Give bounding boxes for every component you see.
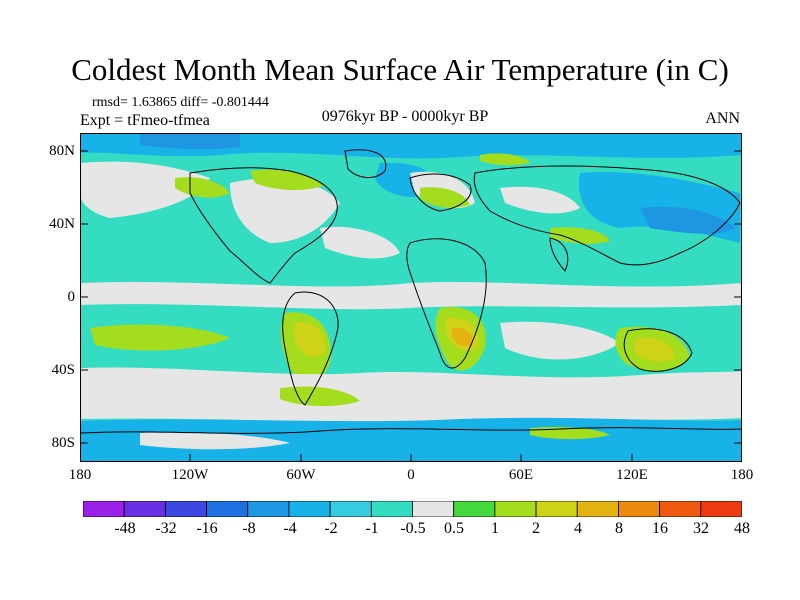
colorbar-swatch <box>576 501 619 517</box>
field-tpacific-green <box>90 324 230 351</box>
colorbar-swatches <box>83 501 742 517</box>
lat-label-40n: 40N <box>49 216 75 232</box>
field-south-grey <box>80 367 742 423</box>
coast-europe <box>409 173 472 212</box>
coast-africa <box>406 238 487 369</box>
field-canada-green <box>250 169 325 191</box>
colorbar-label: -16 <box>196 520 218 537</box>
colorbar-label: 48 <box>734 520 750 537</box>
field-antarctic-grey <box>140 432 290 450</box>
field-africa-orange <box>452 327 473 347</box>
colorbar-label: 0.5 <box>444 520 464 537</box>
map-panel <box>80 133 742 462</box>
colorbar-swatch <box>412 501 455 517</box>
lon-label-0: 0 <box>407 467 415 483</box>
field-europe-green <box>420 187 470 208</box>
lat-label-80n: 80N <box>49 143 75 159</box>
colorbar-label: -4 <box>283 520 297 537</box>
colorbar-swatch <box>123 501 166 517</box>
coast-south-america <box>282 291 339 406</box>
field-arctic-green <box>480 153 530 166</box>
colorbar-label: -1 <box>365 520 379 537</box>
coast-antarctica <box>80 427 742 434</box>
coast-asia <box>473 165 741 266</box>
colorbar-label: 32 <box>693 520 709 537</box>
colorbar-swatch <box>329 501 372 517</box>
colorbar-swatch <box>494 501 537 517</box>
field-asia-green <box>550 227 610 244</box>
field-antarctic-green <box>530 426 610 440</box>
lat-label-80s: 80S <box>51 435 75 451</box>
colorbar-swatch <box>618 501 661 517</box>
colorbar-swatch <box>700 501 742 517</box>
field-asia-grey <box>500 186 580 214</box>
axis-ticks <box>80 150 742 462</box>
field-south-green <box>280 386 360 407</box>
colorbar-swatch <box>83 501 125 517</box>
coast-india <box>549 237 569 272</box>
colorbar-label: -2 <box>324 520 338 537</box>
field-asia-blue <box>640 206 735 234</box>
field-indian-grey <box>500 321 620 360</box>
field-samerica-yellow <box>294 322 326 357</box>
field-equator-grey <box>80 281 742 310</box>
colorbar-label: -48 <box>114 520 136 537</box>
colorbar-swatch <box>453 501 496 517</box>
lon-label-120w: 120W <box>171 467 209 483</box>
colorbar-swatch <box>247 501 290 517</box>
colorbar-label: 4 <box>574 520 582 537</box>
colorbar-swatch <box>164 501 207 517</box>
field-australia-yellow <box>635 337 675 362</box>
lon-label-60e: 60E <box>508 467 534 483</box>
stats-text: rmsd= 1.63865 diff= -0.801444 <box>92 95 269 110</box>
field-namerica-grey <box>230 178 340 243</box>
lon-label-60w: 60W <box>286 467 316 483</box>
colorbar-label: -8 <box>242 520 256 537</box>
coastlines <box>80 149 742 434</box>
colorbar-label: 2 <box>532 520 540 537</box>
lon-label-180w: 180 <box>68 467 92 483</box>
colorbar-label: 16 <box>652 520 668 537</box>
colorbar-swatch <box>206 501 249 517</box>
period-text: 0976kyr BP - 0000kyr BP <box>321 108 489 125</box>
field-npacific-grey <box>80 161 210 218</box>
colorbar-swatch <box>659 501 702 517</box>
map-title: Coldest Month Mean Surface Air Temperatu… <box>71 52 729 87</box>
season-text: ANN <box>705 110 740 127</box>
colorbar-swatch <box>535 501 578 517</box>
lon-label-120e: 120E <box>616 467 648 483</box>
field-arctic-blue <box>80 133 742 159</box>
colorbar-label: -0.5 <box>400 520 426 537</box>
lon-label-180e: 180 <box>730 467 754 483</box>
lat-label-40s: 40S <box>51 362 75 378</box>
colorbar-label: 8 <box>615 520 623 537</box>
field-atlantic-grey <box>320 226 400 259</box>
colorbar <box>83 501 742 517</box>
coast-greenland <box>344 149 387 178</box>
colorbar-label: 1 <box>491 520 499 537</box>
coast-australia <box>623 328 693 372</box>
coast-north-america <box>189 167 338 284</box>
colorbar-swatch <box>288 501 331 517</box>
field-alaska-green <box>175 177 230 198</box>
field-arctic-darkblue <box>140 133 240 150</box>
temperature-anomaly-map <box>80 133 742 462</box>
colorbar-swatch <box>370 501 413 517</box>
colorbar-label: -32 <box>155 520 177 537</box>
experiment-text: Expt = tFmeo-tfmea <box>80 112 210 129</box>
lat-label-0: 0 <box>67 289 76 305</box>
